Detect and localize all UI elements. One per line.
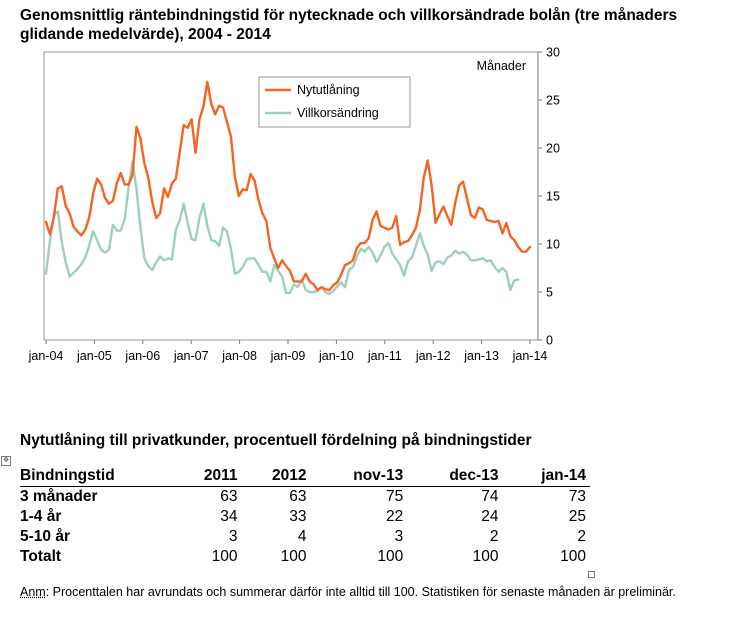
series-line-villkorsandring: [44, 160, 520, 296]
x-tick-label: jan-04: [28, 349, 64, 363]
x-tick-label: jan-13: [463, 349, 499, 363]
x-tick-label: jan-12: [415, 349, 451, 363]
table-cell: 3: [394, 528, 404, 545]
table-cell: 22: [385, 508, 404, 525]
table-cell: 63: [289, 488, 307, 505]
y-axis: 0 5 10 15 20 25 30: [538, 46, 560, 348]
y-tick-label: 0: [546, 334, 553, 348]
table-cell: 63: [220, 488, 238, 505]
column-header: 2011: [174, 466, 242, 487]
table-row: 5-10 år 3 4 3 2 2: [20, 527, 590, 547]
row-label: Totalt: [20, 548, 62, 565]
table-cell: 75: [385, 488, 404, 505]
y-tick-label: 5: [546, 286, 553, 300]
series-line-nytutlaning: [44, 80, 532, 292]
column-header: Bindningstid: [20, 466, 174, 487]
y-tick-label: 10: [546, 238, 560, 252]
column-header: 2012: [241, 466, 311, 487]
y-tick-label: 30: [546, 46, 560, 60]
x-tick-label: jan-09: [270, 349, 306, 363]
chart-title: Genomsnittlig räntebindningstid för nyte…: [20, 7, 678, 43]
table-move-handle[interactable]: ✥: [1, 456, 11, 466]
legend-box: [258, 76, 411, 128]
table-cell: 100: [211, 548, 238, 565]
table-cell: 2: [489, 528, 499, 545]
x-axis: jan-04 jan-05 jan-06 jan-07 jan-08 jan-09 jan-…: [28, 340, 548, 363]
table-header-row: Bindningstid 2011 2012 nov-13 dec-13 jan…: [20, 466, 590, 487]
series-lines: [44, 80, 532, 296]
row-label: 5-10 år: [20, 528, 70, 545]
legend-label-nytutlaning: Nytutlåning: [297, 83, 360, 97]
table-cell: 100: [472, 548, 499, 565]
legend-label-villkorsandring: Villkorsändring: [297, 106, 379, 120]
table-resize-handle[interactable]: [588, 571, 595, 578]
table-row: 1-4 år 34 33 22 24 25: [20, 507, 590, 527]
y-tick-label: 25: [546, 94, 560, 108]
table-cell: 73: [568, 488, 586, 505]
x-tick-label: jan-07: [173, 349, 209, 363]
x-tick-label: jan-14: [512, 349, 548, 363]
x-tick-label: jan-06: [124, 349, 160, 363]
table-cell: 24: [481, 508, 499, 525]
y-tick-label: 20: [546, 142, 560, 156]
x-tick-label: jan-05: [76, 349, 112, 363]
table-cell: 33: [289, 508, 307, 525]
row-label: 3 månader: [20, 488, 98, 505]
footnote-prefix: Anm: [20, 585, 46, 599]
footnote-text: : Procenttalen har avrundats och summera…: [45, 585, 676, 599]
table-row: 3 månader 63 63 75 74 73: [20, 487, 590, 508]
table-cell: 100: [280, 548, 307, 565]
table-cell: 100: [560, 548, 586, 565]
table-cell: 34: [220, 508, 238, 525]
table-cell: 74: [481, 488, 499, 505]
table-cell: 2: [577, 528, 586, 545]
column-header: dec-13: [407, 466, 503, 487]
legend: Nytutlåning Villkorsändring: [258, 76, 411, 128]
table-cell: 3: [228, 528, 238, 545]
table-cell: 25: [568, 508, 586, 525]
column-header: jan-14: [502, 466, 590, 487]
x-tick-label: jan-08: [221, 349, 257, 363]
unit-label: Månader: [477, 59, 526, 73]
column-header: nov-13: [310, 466, 408, 487]
y-tick-label: 15: [546, 190, 560, 204]
table-title: Nytutlåning till privatkunder, procentue…: [20, 432, 532, 449]
distribution-table: Bindningstid 2011 2012 nov-13 dec-13 jan…: [20, 466, 590, 567]
table-cell: 4: [297, 528, 307, 545]
row-label: 1-4 år: [20, 508, 62, 525]
footnote: Anm: Procenttalen har avrundats och summ…: [20, 585, 676, 599]
table-cell: 100: [377, 548, 404, 565]
table-row: Totalt 100 100 100 100 100: [20, 547, 590, 567]
x-tick-label: jan-11: [367, 349, 402, 363]
x-tick-label: jan-10: [318, 349, 354, 363]
